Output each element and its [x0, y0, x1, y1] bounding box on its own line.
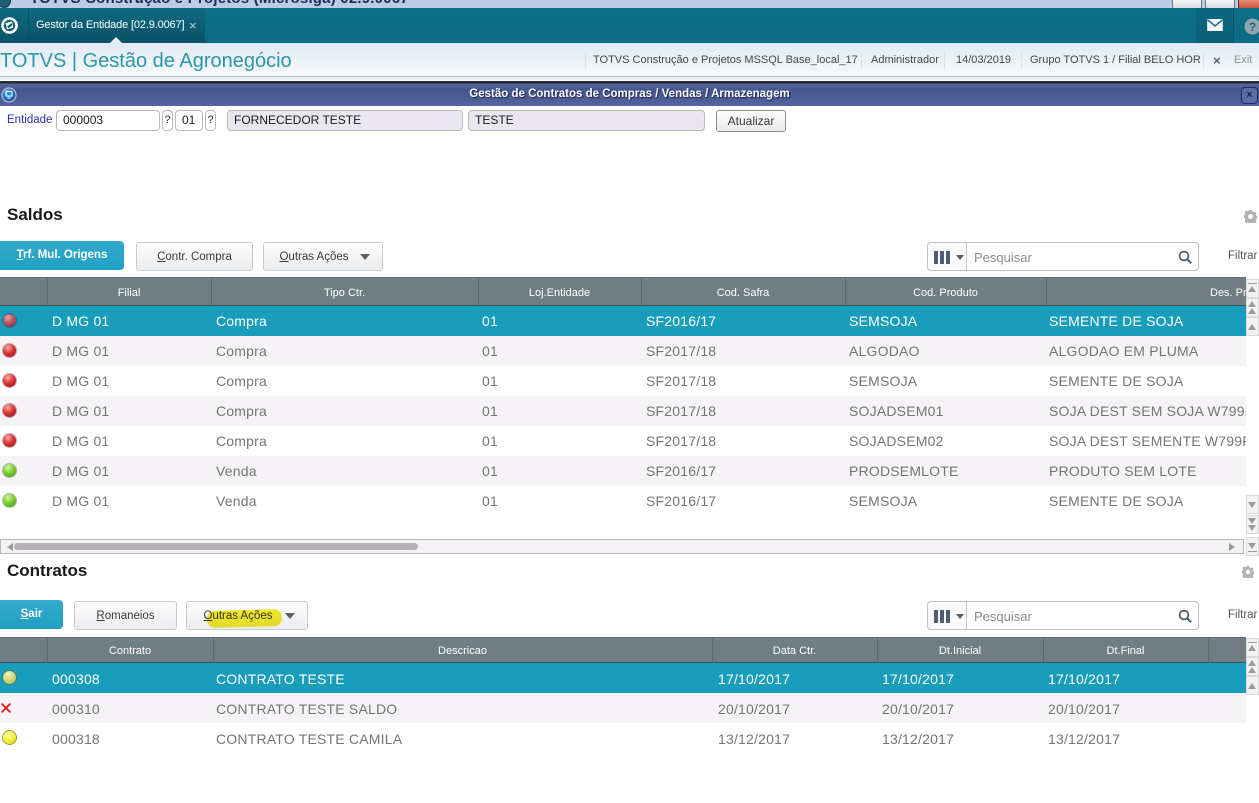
svg-text:?: ?: [1249, 20, 1256, 34]
